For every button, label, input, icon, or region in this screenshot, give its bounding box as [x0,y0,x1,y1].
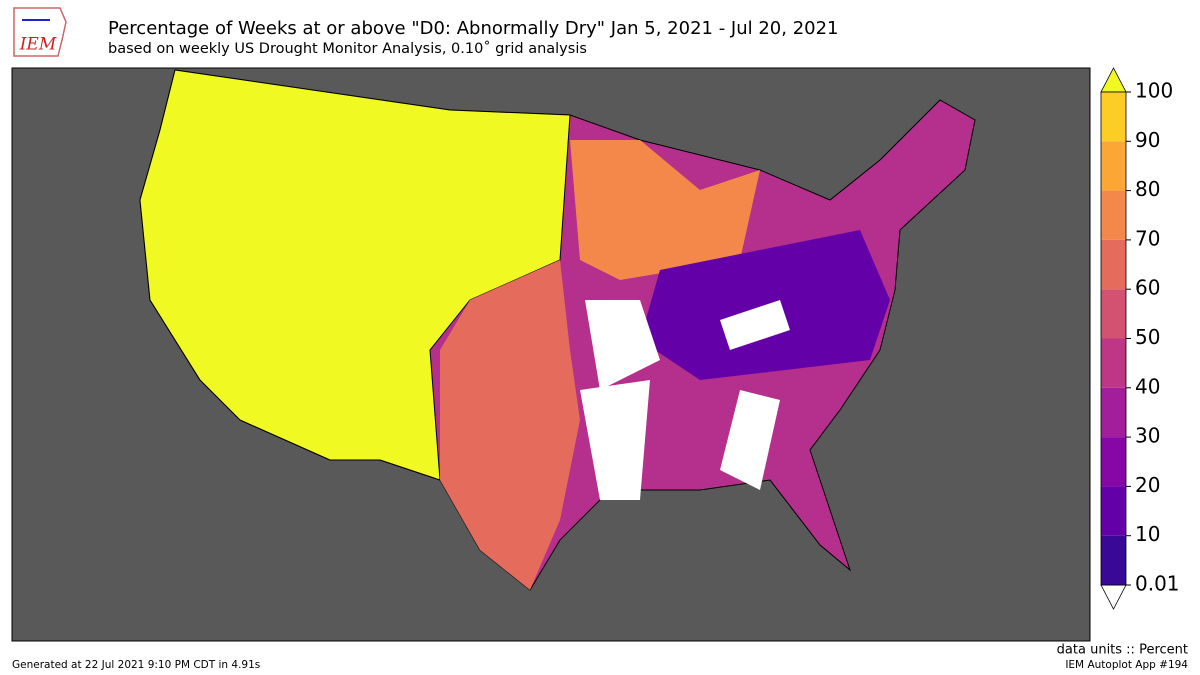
colorbar-bin [1101,486,1126,536]
colorbar-bin [1101,289,1126,339]
subtitle: based on weekly US Drought Monitor Analy… [108,40,587,57]
land-midwest [570,140,760,280]
colorbar-tick-label: 40 [1135,374,1160,398]
colorbar-bin [1101,92,1126,142]
colorbar-bin [1101,437,1126,487]
map [11,67,1091,642]
land-zero [580,300,790,500]
colorbar-tick-label: 100 [1135,79,1173,103]
logo: IEM [13,7,67,57]
land-plains [440,260,580,590]
units-note: data units :: Percent [1057,643,1188,658]
colorbar-tick-label: 30 [1135,424,1160,448]
colorbar-bin [1101,338,1126,388]
colorbar-bin [1101,239,1126,290]
colorbar-under [1100,584,1127,610]
land-west [139,69,571,481]
colorbar-bin [1101,387,1126,438]
app-note: IEM Autoplot App #194 [1065,659,1188,671]
colorbar-tick-label: 80 [1135,177,1160,201]
colorbar-tick-label: 70 [1135,226,1160,250]
generated-note: Generated at 22 Jul 2021 9:10 PM CDT in … [12,659,260,671]
colorbar-bin [1101,141,1126,191]
colorbar-bin [1101,535,1126,585]
title: Percentage of Weeks at or above "D0: Abn… [108,18,839,39]
colorbar: 0.01 10 20 30 40 50 60 70 80 90 100 [1100,67,1180,610]
colorbar-tick-label: 60 [1135,276,1160,300]
logo-text: IEM [19,35,57,55]
colorbar-tick-label: 50 [1135,325,1160,349]
colorbar-tick-label: 20 [1135,473,1160,497]
colorbar-over [1100,67,1127,93]
colorbar-tick-label: 90 [1135,128,1160,152]
colorbar-tick-label: 0.01 [1135,572,1180,596]
colorbar-tick-label: 10 [1135,522,1160,546]
colorbar-bin [1101,190,1126,240]
